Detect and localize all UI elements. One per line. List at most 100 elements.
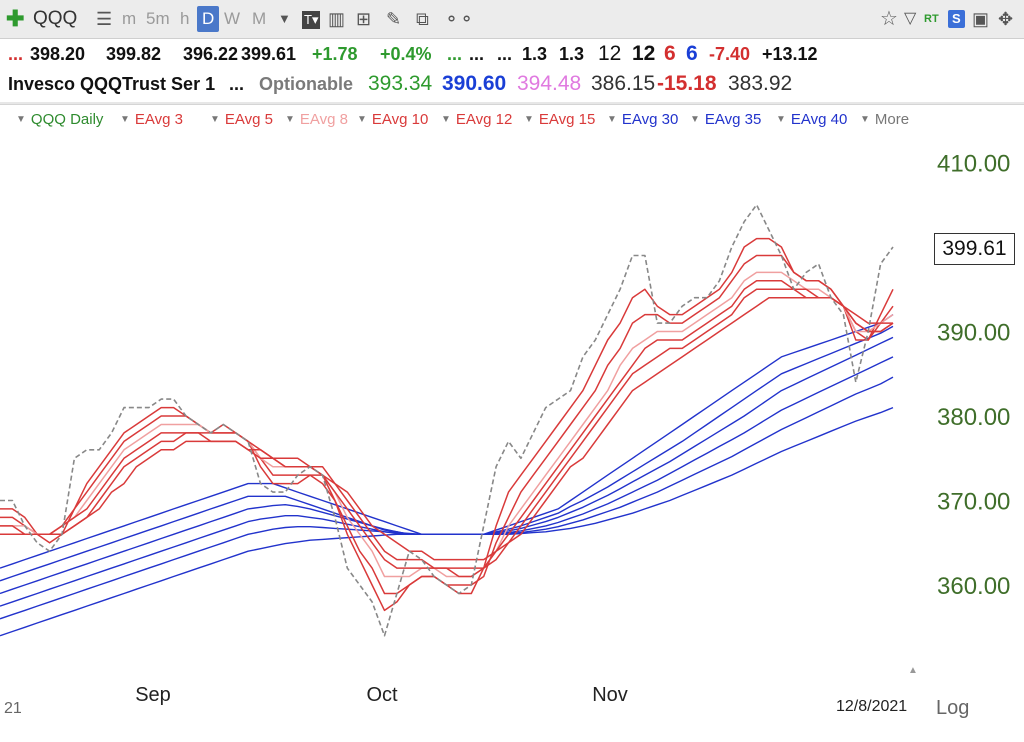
y-tick-label: 370.00 — [937, 489, 1010, 516]
indicator-label: EAvg 10 — [371, 111, 429, 128]
add-icon[interactable]: ✚ — [6, 6, 25, 31]
series-line-eavg-12 — [0, 288, 894, 569]
quote-value: 1.3 — [559, 44, 585, 64]
s-button[interactable]: S — [948, 10, 965, 28]
list-icon[interactable]: ☰ — [96, 9, 113, 29]
series-line-eavg-35 — [0, 325, 894, 582]
indicator-eavg-30[interactable]: ▼ EAvg 30 — [607, 105, 678, 135]
indicator-label: EAvg 40 — [790, 111, 848, 128]
indicator-label: EAvg 5 — [224, 111, 273, 128]
series-line-eavg-50 — [0, 376, 894, 620]
quote-value: 386.15 — [591, 72, 656, 95]
y-tick-label: 380.00 — [937, 404, 1010, 431]
x-tick-label: Nov — [592, 684, 628, 706]
chevron-down-icon: ▼ — [524, 114, 534, 125]
corner-label: 21 — [4, 700, 22, 717]
grid-icon[interactable]: ⊞ — [356, 9, 372, 29]
indicator-eavg-35[interactable]: ▼ EAvg 35 — [690, 105, 761, 135]
chevron-down-icon: ▼ — [357, 114, 367, 125]
quote-value: 390.60 — [442, 72, 507, 95]
chevron-down-icon: ▼ — [16, 114, 26, 125]
timeframe-daily[interactable]: D — [197, 6, 220, 32]
text-tool-icon[interactable]: T▾ — [302, 11, 321, 29]
chevron-down-icon: ▼ — [860, 114, 870, 125]
link-icon[interactable]: ⚬⚬ — [444, 9, 475, 29]
indicator-label: QQQ Daily — [30, 111, 104, 128]
timeframe-monthly[interactable]: M — [252, 9, 267, 28]
indicator-label: EAvg 30 — [621, 111, 679, 128]
indicator-qqq-daily[interactable]: ▼ QQQ Daily — [16, 105, 103, 135]
series-line-eavg-15 — [0, 296, 893, 561]
x-tick-label: Sep — [135, 684, 171, 706]
x-tick-label: Oct — [366, 684, 398, 706]
series-line-eavg-40 — [0, 336, 894, 595]
quote-value: Invesco QQQTrust Ser 1 — [8, 74, 216, 94]
indicator-eavg-40[interactable]: ▼ EAvg 40 — [776, 105, 847, 135]
indicator-label: EAvg 3 — [134, 111, 183, 128]
quote-value: 398.20 — [30, 44, 86, 64]
quote-value: 12 — [598, 42, 622, 65]
indicator-eavg-5[interactable]: ▼ EAvg 5 — [210, 105, 273, 135]
toolbar: ✚ QQQ ☰ m 5m h D W M ▼ T▾ ▥ ⊞ ✎ ⧉ ⚬⚬ ☆ ▽… — [0, 0, 1024, 39]
rt-label[interactable]: RT — [924, 13, 939, 25]
chevron-down-icon: ▼ — [210, 114, 220, 125]
bar-chart-icon[interactable]: ▥ — [328, 9, 346, 29]
y-tick-label: 390.00 — [937, 320, 1010, 347]
quote-value: +0.4% — [380, 44, 432, 64]
chevron-down-icon: ▼ — [285, 114, 295, 125]
chevron-down-icon: ▼ — [441, 114, 451, 125]
indicator-eavg-15[interactable]: ▼ EAvg 15 — [524, 105, 595, 135]
quote-value: 399.82 — [106, 44, 162, 64]
indicator-eavg-10[interactable]: ▼ EAvg 10 — [357, 105, 428, 135]
quote-value: 1.3 — [522, 44, 548, 64]
series-line-eavg-10 — [0, 280, 894, 578]
filter-icon[interactable]: ▽ — [904, 10, 917, 27]
indicator-eavg-3[interactable]: ▼ EAvg 3 — [120, 105, 183, 135]
y-tick-label: 410.00 — [937, 151, 1010, 178]
quote-value: 394.48 — [517, 72, 582, 95]
series-line-eavg-8 — [0, 271, 894, 578]
scroll-up-icon[interactable]: ▲ — [908, 665, 918, 676]
quote-value: +1.78 — [312, 44, 358, 64]
chevron-down-icon: ▼ — [607, 114, 617, 125]
quote-value: 383.92 — [728, 72, 793, 95]
indicator-label: EAvg 8 — [299, 111, 348, 128]
indicator-more[interactable]: ▼ More — [860, 105, 909, 135]
quote-value: 393.34 — [368, 72, 433, 95]
series-line-qqq-daily — [0, 204, 894, 637]
move-icon[interactable]: ✥ — [998, 9, 1014, 29]
quote-value: 12 — [632, 42, 656, 65]
quote-value: 6 — [686, 42, 698, 65]
quote-value: ... — [469, 44, 485, 64]
last-price-label: 399.61 — [934, 233, 1015, 265]
indicator-label: More — [874, 111, 910, 128]
timeframe-weekly[interactable]: W — [224, 9, 241, 28]
series-line-eavg-60 — [0, 406, 894, 637]
quote-value: 396.22 — [183, 44, 239, 64]
quote-value: -15.18 — [657, 72, 717, 95]
quote-value: Optionable — [259, 74, 353, 94]
timeframe-minute[interactable]: m — [122, 9, 137, 28]
save-icon[interactable]: ▣ — [972, 9, 990, 29]
chevron-down-icon: ▼ — [120, 114, 130, 125]
note-icon[interactable]: ⧉ — [416, 9, 429, 29]
quote-value: ... — [497, 44, 513, 64]
quote-value: -7.40 — [709, 44, 751, 64]
chevron-down-icon: ▼ — [690, 114, 700, 125]
chevron-down-icon: ▼ — [776, 114, 786, 125]
timeframe-hour[interactable]: h — [180, 9, 190, 28]
star-icon[interactable]: ☆ — [880, 8, 898, 30]
quote-value: 6 — [664, 42, 676, 65]
indicator-legend: ▼ QQQ Daily ▼ EAvg 3 ▼ EAvg 5 ▼ EAvg 8 ▼ EAvg 10 ▼… — [0, 104, 1024, 135]
quote-value: +13.12 — [762, 44, 818, 64]
log-scale-toggle[interactable]: Log — [936, 697, 970, 719]
dropdown-icon[interactable]: ▼ — [278, 11, 291, 26]
pencil-icon[interactable]: ✎ — [386, 9, 402, 29]
indicator-label: EAvg 15 — [538, 111, 596, 128]
symbol-field[interactable]: QQQ — [33, 8, 78, 29]
quote-value: ... — [8, 44, 24, 64]
timeframe-5m[interactable]: 5m — [146, 9, 170, 28]
indicator-eavg-12[interactable]: ▼ EAvg 12 — [441, 105, 512, 135]
indicator-eavg-8[interactable]: ▼ EAvg 8 — [285, 105, 348, 135]
